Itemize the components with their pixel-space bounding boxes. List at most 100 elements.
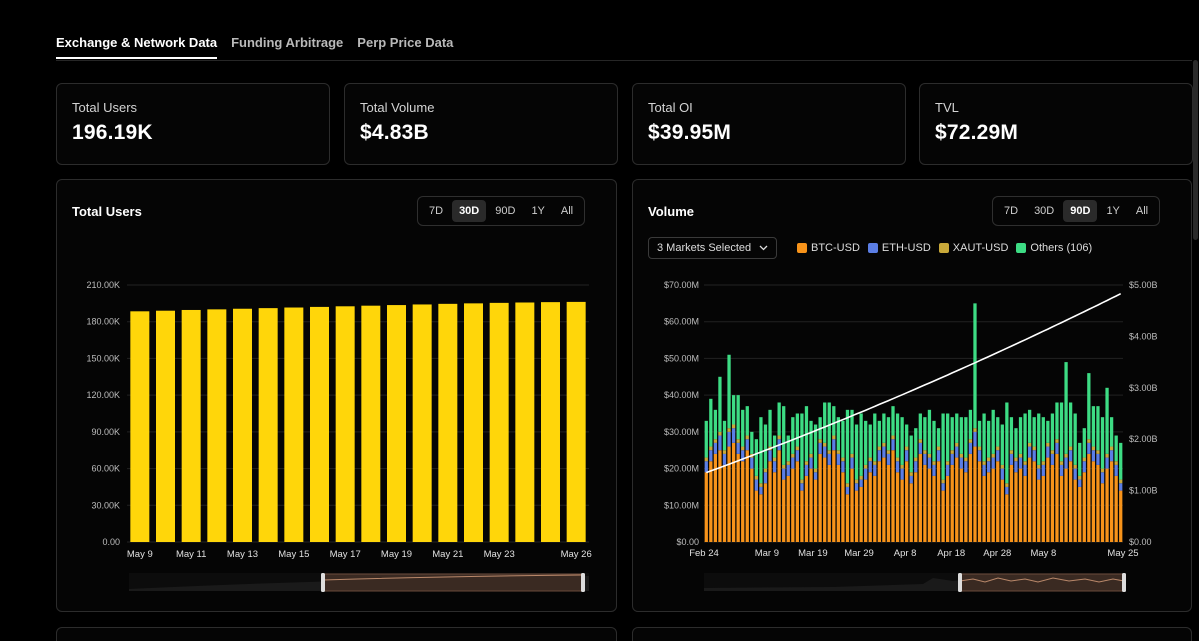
tab-funding-arbitrage[interactable]: Funding Arbitrage [231,35,344,50]
volume-bar-segment [895,472,900,542]
range-slider-handle-left [958,573,962,592]
user-bar [387,305,406,542]
range-30d-button[interactable]: 30D [452,200,487,222]
y-tick-label-left: $20.00M [664,464,699,474]
range-1y-button[interactable]: 1Y [1106,205,1120,217]
range-90d-button[interactable]: 90D [1063,200,1098,222]
y-tick-label-right: $5.00B [1129,280,1158,290]
y-tick-label-left: $50.00M [664,353,699,363]
volume-bar-segment [1000,479,1004,542]
volume-bar-segment [1041,475,1045,542]
volume-bar-segment [741,446,745,451]
volume-bar-segment [1059,464,1064,476]
volume-bar-segment [927,453,932,458]
volume-bar-segment [727,431,731,447]
volume-bar-segment [759,486,763,495]
panel-title: Total Users [72,204,142,219]
stat-value: $72.29M [935,121,1019,144]
volume-bar-segment [927,457,932,469]
tabs-divider [56,60,1192,61]
volume-bar-segment [786,461,790,465]
scrollbar-thumb[interactable] [1193,60,1198,240]
volume-bar-segment [918,453,922,542]
volume-bar-segment [804,464,809,476]
volume-bar-segment [977,446,982,451]
volume-bar-segment [1050,453,1055,465]
volume-bar-segment [941,479,945,484]
volume-bar-segment [886,417,891,451]
range-7d-button[interactable]: 7D [429,205,444,217]
volume-bar-segment [973,431,977,447]
range-slider-handle-right [581,573,585,592]
volume-bar-segment [864,468,868,480]
volume-bar-segment [854,483,859,491]
volume-bar-segment [923,464,927,542]
legend-item-eth[interactable]: ETH-USD [867,242,931,254]
range-1y-button[interactable]: 1Y [531,205,545,217]
legend-item-others[interactable]: Others (106) [1016,242,1092,254]
page-scrollbar[interactable] [1192,60,1199,620]
stat-value: $39.95M [648,121,732,144]
volume-bar-segment [909,483,913,542]
y-tick-label-right: $1.00B [1129,486,1158,496]
volume-bar-segment [877,461,881,542]
volume-bar-segment [809,468,813,542]
volume-bar-segment [845,409,850,484]
volume-bar-segment [950,417,954,451]
volume-bar-segment [959,453,963,458]
stat-card-total-oi: Total OI $39.95M [632,83,906,165]
user-bar [207,309,227,542]
volume-bar-segment [836,450,840,454]
volume-bar-segment [946,413,950,462]
volume-bar-segment [750,431,754,454]
tab-exchange-network-data[interactable]: Exchange & Network Data [56,35,218,59]
volume-bar-segment [745,406,749,436]
volume-bar-segment [741,409,745,447]
volume-bar-segment [727,428,731,432]
volume-bar-segment [914,457,918,462]
legend-item-btc[interactable]: BTC-USD [797,242,860,254]
volume-bar-segment [877,420,881,447]
legend-swatch [797,243,807,253]
range-all-button[interactable]: All [560,205,574,217]
range-all-button[interactable]: All [1135,205,1149,217]
volume-bar-segment [886,453,891,465]
volume-bar-segment [964,417,968,458]
legend-item-xaut[interactable]: XAUT-USD [938,242,1008,254]
volume-bar-segment [964,472,968,542]
volume-bar-segment [850,409,854,454]
volume-bar-segment [914,428,918,458]
volume-bar-segment [900,468,904,480]
range-7d-button[interactable]: 7D [1004,205,1019,217]
volume-bar-segment [1096,450,1100,454]
volume-panel: Volume 7D 30D 90D 1Y All 3 Markets Selec… [632,179,1192,612]
volume-bar-segment [1068,450,1073,462]
volume-bar-segment [1109,446,1114,451]
range-90d-button[interactable]: 90D [495,205,516,217]
range-30d-button[interactable]: 30D [1034,205,1055,217]
volume-bar-segment [1027,442,1032,447]
volume-bar-segment [791,457,795,469]
tab-perp-price-data[interactable]: Perp Price Data [357,35,454,50]
user-bar [566,301,586,542]
x-tick-label: Mar 19 [798,548,828,559]
legend-label: ETH-USD [881,242,931,254]
volume-bar-segment [823,457,827,542]
user-bar [412,304,432,542]
volume-bar-segment [909,435,913,473]
volume-bar-segment [923,453,927,465]
stat-label: Total Volume [360,100,435,115]
volume-bar-segment [982,464,986,476]
volume-stacked-bar-chart: $0.00 $10.00M $20.00M $30.00M $40.00M $50.00M… [664,280,1158,592]
volume-bar-segment [1096,464,1100,542]
markets-select[interactable]: 3 Markets Selected [648,237,778,259]
volume-bar-segment [900,479,904,542]
volume-bar-segment [1068,402,1073,447]
volume-bar-segment [818,439,822,443]
volume-bar-segment [727,354,731,429]
x-tick-label: May 8 [1030,548,1056,559]
stat-card-total-volume: Total Volume $4.83B [344,83,618,165]
volume-bar-segment [923,417,927,451]
volume-bar-segment [1064,468,1068,542]
volume-bar-segment [941,483,945,491]
